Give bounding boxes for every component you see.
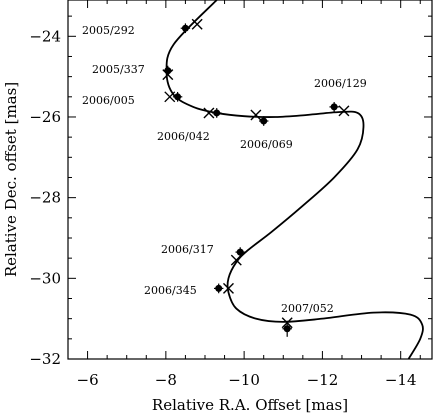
epoch-label: 2005/337 [92, 63, 145, 76]
model-position-cross [222, 282, 234, 294]
data-point [174, 93, 182, 101]
cross-stroke [191, 18, 203, 30]
epoch-label: 2005/292 [82, 24, 135, 37]
model-position-cross [203, 107, 215, 119]
labels: −6 −8 −10 −12 −14 −24 −26 −28 −30 −32 2005/292 2005… [29, 24, 416, 389]
y-tick-label: −26 [29, 108, 61, 126]
observed-point [180, 23, 191, 34]
y-tick-label: −32 [29, 350, 61, 368]
model-position-cross [250, 109, 262, 121]
model-position-cross [191, 18, 203, 30]
x-tick-label: −12 [307, 371, 339, 389]
y-tick-label: −28 [29, 189, 61, 207]
data-point [236, 248, 244, 256]
y-tick-label: −30 [29, 269, 61, 287]
x-tick-label: −8 [155, 371, 177, 389]
cross-stroke [250, 109, 262, 121]
x-tick-label: −10 [228, 371, 260, 389]
y-axis-label: Relative Dec. offset [mas] [2, 82, 20, 277]
x-tick-label: −6 [77, 371, 99, 389]
epoch-label: 2006/317 [161, 243, 214, 256]
model-position-cross [338, 105, 350, 117]
observed-point [259, 116, 269, 126]
epoch-label: 2006/042 [157, 130, 210, 143]
observed-point [213, 283, 224, 294]
plot-content [162, 0, 424, 360]
observed-point [212, 108, 222, 118]
data-point [213, 109, 221, 117]
model-position-cross [164, 91, 176, 103]
epoch-label: 2006/069 [240, 138, 293, 151]
observed-point [163, 65, 173, 76]
data-point [283, 325, 291, 333]
data-point [181, 24, 189, 32]
data-point [330, 103, 338, 111]
plot-frame [67, 0, 433, 360]
observed-point [329, 102, 339, 112]
observed-point [172, 91, 183, 102]
cross-stroke [338, 105, 350, 117]
observed-point [282, 320, 292, 337]
data-point [215, 284, 223, 292]
epoch-label: 2006/129 [314, 77, 367, 90]
x-tick-label: −14 [385, 371, 417, 389]
x-axis-label: Relative R.A. Offset [mas] [152, 396, 348, 414]
data-point [164, 67, 172, 75]
epoch-label: 2006/005 [82, 94, 135, 107]
data-point [260, 117, 268, 125]
cross-stroke [164, 91, 176, 103]
epoch-label: 2007/052 [281, 302, 334, 315]
y-tick-label: −24 [29, 27, 61, 45]
cross-stroke [203, 107, 215, 119]
ticks [68, 0, 432, 360]
epoch-label: 2006/345 [144, 284, 197, 297]
cross-stroke [222, 282, 234, 294]
observed-point [235, 247, 245, 257]
